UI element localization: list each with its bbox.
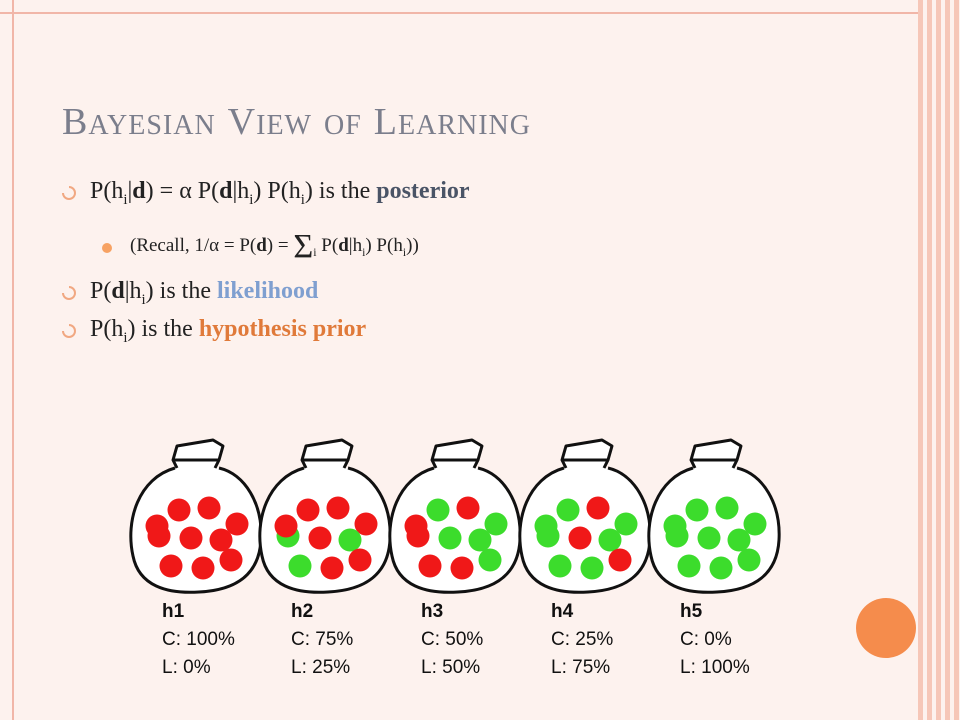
hypothesis-label-h5: h5 C: 0% L: 100% <box>680 598 750 682</box>
lime-candy <box>737 548 761 572</box>
lime-candy <box>484 512 508 536</box>
title-word: VIEW <box>227 101 312 143</box>
cherry-candy <box>354 512 378 536</box>
cherry-candy <box>197 496 221 520</box>
bullet-posterior: P(hi|d) = α P(d|hi) P(hi) is the posteri… <box>62 178 902 209</box>
bullet-marker-icon <box>62 186 76 200</box>
hypothesis-name: h1 <box>162 601 185 622</box>
cherry-candy <box>586 496 610 520</box>
cherry-candy <box>608 548 632 572</box>
bag-tie-icon <box>300 438 354 469</box>
cherry-candy <box>191 556 215 580</box>
slide-title: BAYESIAN VIEW OF LEARNING <box>62 100 543 144</box>
lime-candy <box>715 496 739 520</box>
lime-candy <box>468 528 492 552</box>
hypothesis-name: h4 <box>551 601 574 622</box>
cherry-candy <box>274 514 298 538</box>
lime-candy <box>426 498 450 522</box>
cherry-candy <box>456 496 480 520</box>
bag-tie-icon <box>430 438 484 469</box>
title-word: LEARNING <box>373 101 531 143</box>
keyword-hypothesis-prior: hypothesis prior <box>198 316 367 343</box>
lime-candy <box>580 556 604 580</box>
accent-circle <box>856 598 916 658</box>
hypothesis-name: h5 <box>680 601 703 622</box>
cherry-candy <box>219 548 243 572</box>
sub-bullet-recall: (Recall, 1/α = P(d) = Σi P(d|hi) P(hi)) <box>102 229 902 263</box>
candy-bag-h5 <box>647 438 781 594</box>
candy-bag-h2 <box>258 438 392 594</box>
candy-bag-h1 <box>129 438 263 594</box>
cherry-proportion: C: 25% <box>551 629 614 650</box>
frame-line-top <box>0 12 918 14</box>
lime-candy <box>663 514 687 538</box>
cherry-candy <box>179 526 203 550</box>
lime-candy <box>727 528 751 552</box>
lime-candy <box>598 528 622 552</box>
bag-tie-icon <box>560 438 614 469</box>
cherry-proportion: C: 50% <box>421 629 484 650</box>
hypothesis-label-h4: h4 C: 25% L: 75% <box>551 598 613 682</box>
cherry-proportion: C: 0% <box>680 629 732 650</box>
cherry-candy <box>568 526 592 550</box>
cherry-candy <box>167 498 191 522</box>
hypothesis-name: h2 <box>291 601 314 622</box>
bullet-likelihood: P(d|hi) is the likelihood <box>62 278 902 309</box>
cherry-candy <box>326 496 350 520</box>
lime-candy <box>548 554 572 578</box>
bullet-marker-icon <box>62 324 76 339</box>
lime-candy <box>709 556 733 580</box>
lime-proportion: L: 50% <box>421 657 481 678</box>
lime-candy <box>614 512 638 536</box>
lime-candy <box>338 528 362 552</box>
cherry-candy <box>348 548 372 572</box>
candy-bag-h3 <box>388 438 522 594</box>
lime-candy <box>677 554 701 578</box>
lime-candy <box>478 548 502 572</box>
sigma-symbol: Σ <box>293 227 314 265</box>
cherry-candy <box>404 514 428 538</box>
lime-candy <box>438 526 462 550</box>
candy-bag-h4 <box>518 438 652 594</box>
lime-candy <box>556 498 580 522</box>
striped-border <box>918 0 960 720</box>
cherry-candy <box>209 528 233 552</box>
lime-proportion: L: 0% <box>162 657 211 678</box>
hypothesis-label-h2: h2 C: 75% L: 25% <box>291 598 353 682</box>
lime-proportion: L: 75% <box>551 657 611 678</box>
lime-proportion: L: 25% <box>291 657 351 678</box>
lime-candy <box>697 526 721 550</box>
lime-candy <box>288 554 312 578</box>
sub-bullet-dot-icon <box>102 242 112 253</box>
lime-proportion: L: 100% <box>680 657 750 678</box>
cherry-candy <box>320 556 344 580</box>
lime-candy <box>743 512 767 536</box>
bullet-marker-icon <box>62 285 76 300</box>
cherry-proportion: C: 100% <box>162 629 235 650</box>
title-word: BAYESIAN <box>62 101 216 143</box>
cherry-candy <box>225 512 249 536</box>
lime-candy <box>534 514 558 538</box>
bullet-list: P(hi|d) = α P(d|hi) P(hi) is the posteri… <box>62 168 902 347</box>
cherry-candy <box>308 526 332 550</box>
hypothesis-label-h1: h1 C: 100% L: 0% <box>162 598 235 682</box>
cherry-candy <box>418 554 442 578</box>
bag-tie-icon <box>689 438 743 469</box>
cherry-proportion: C: 75% <box>291 629 354 650</box>
cherry-candy <box>145 514 169 538</box>
keyword-posterior: posterior <box>376 178 470 204</box>
cherry-candy <box>450 556 474 580</box>
cherry-candy <box>159 554 183 578</box>
bullet-prior: P(hi) is the hypothesis prior <box>62 316 902 347</box>
lime-candy <box>685 498 709 522</box>
keyword-likelihood: likelihood <box>216 277 319 304</box>
hypothesis-name: h3 <box>421 601 444 622</box>
cherry-candy <box>296 498 320 522</box>
bag-tie-icon <box>171 438 225 469</box>
title-word: OF <box>323 110 362 141</box>
hypothesis-label-h3: h3 C: 50% L: 50% <box>421 598 483 682</box>
frame-line-left <box>12 0 14 720</box>
